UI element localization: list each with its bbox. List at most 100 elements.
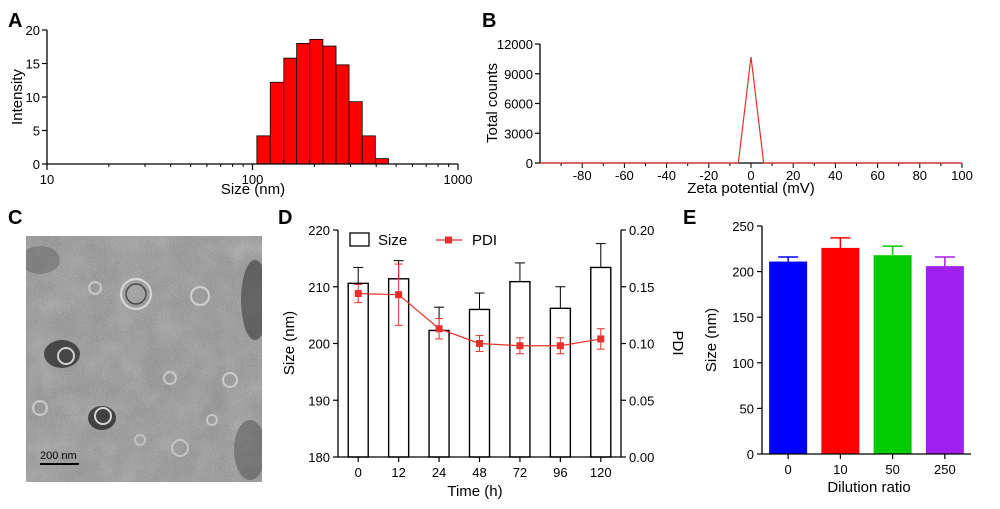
d-size-bar [347,282,369,458]
a-bar [374,158,389,165]
panel-label-d: D [278,207,292,229]
b-y-tick-label: 6000 [504,97,533,112]
b-y-axis-label: Total counts [484,63,501,143]
panel-label-a: A [8,10,22,32]
d-pdi-point [395,291,403,299]
b-y-tick-label: 0 [526,156,533,171]
panel-c-tem-micrograph: 200 nm [26,236,262,482]
b-x-tick-label: 80 [913,168,927,183]
d-pdi-point [556,342,564,350]
a-bar [348,101,363,165]
d-size-bar [590,266,612,458]
panel-label-b: B [482,10,496,32]
b-series-line [540,56,962,164]
panel-label-c: C [8,207,22,229]
scale-bar-label: 200 nm [40,450,77,462]
b-x-tick-label: 20 [786,168,800,183]
d-legend-size-swatch [349,232,370,247]
d-x-tick-label: 96 [553,465,567,480]
d-y2-tick-label: 0.15 [629,280,654,295]
d-size-bar [428,329,450,458]
a-x-tick-label: 100 [242,172,264,187]
d-x-tick-label: 0 [355,465,362,480]
e-y-tick-label: 50 [740,401,754,416]
d-size-bar [549,307,572,458]
d-y-tick-label: 190 [308,393,330,408]
d-y2-tick-label: 0.20 [629,223,654,238]
a-y-tick-label: 20 [26,23,40,38]
a-bar [283,57,298,165]
e-bar [873,255,912,454]
d-y-tick-label: 220 [308,223,330,238]
e-x-tick-label: 250 [934,462,956,477]
d-x-tick-label: 24 [432,465,446,480]
a-bar [335,64,350,165]
panel-b-zeta-chart: 0 3000 6000 9000 12000 -80 -60 -40 -20 0 20 40 60 80… [484,37,973,197]
d-x-tick-label: 72 [513,465,527,480]
e-x-tick-label: 10 [833,462,847,477]
e-y-tick-label: 150 [732,310,754,325]
d-y2-tick-label: 0.05 [629,393,654,408]
panel-d-stability-chart: 180 190 200 210 220 0.00 0.05 0.10 0.15 0.20 0 12… [281,223,686,500]
b-y-tick-label: 9000 [504,67,533,82]
d-pdi-point [597,335,605,343]
a-y-tick-label: 0 [33,157,40,172]
b-x-tick-label: -80 [573,168,592,183]
a-x-tick-label: 10 [40,172,54,187]
e-y-tick-label: 100 [732,356,754,371]
d-y2-tick-label: 0.00 [629,450,654,465]
b-x-tick-label: 0 [747,168,754,183]
d-size-bar [509,280,531,458]
e-bar [769,261,808,454]
d-y-tick-label: 200 [308,337,330,352]
a-bar [309,38,324,165]
a-bar [322,45,337,165]
b-x-tick-label: 60 [870,168,884,183]
a-x-axis-label: Size (nm) [221,181,285,198]
a-bar [256,135,271,165]
e-y-tick-label: 200 [732,265,754,280]
panel-a-histogram: 0 5 10 15 20 10 100 1000 Size (nm) Intensity [9,23,472,198]
d-pdi-point [354,290,362,298]
d-pdi-point [435,325,443,333]
b-x-tick-label: -60 [615,168,634,183]
e-y-tick-label: 0 [747,447,754,462]
b-x-tick-label: 100 [951,168,973,183]
d-size-bar [468,308,491,458]
b-x-tick-label: -40 [657,168,676,183]
panel-label-e: E [683,207,696,229]
e-x-tick-label: 0 [785,462,792,477]
d-y-tick-label: 210 [308,280,330,295]
e-y-axis-label: Size (nm) [703,308,720,372]
e-x-axis-label: Dilution ratio [827,479,910,496]
d-y-axis-label: Size (nm) [281,311,298,375]
e-bar [925,266,964,454]
a-y-tick-label: 5 [33,124,40,139]
a-y-tick-label: 15 [26,57,40,72]
d-pdi-point [476,340,483,347]
d-legend-size-label: Size [378,232,407,249]
e-y-tick-label: 250 [732,219,754,234]
d-x-tick-label: 120 [590,465,612,480]
a-bar [269,81,285,165]
d-x-tick-label: 48 [472,465,486,480]
b-x-axis-label: Zeta potential (mV) [687,180,815,197]
b-y-tick-label: 3000 [504,126,533,141]
d-x-tick-label: 12 [391,465,405,480]
d-legend-pdi-label: PDI [472,232,497,249]
e-bar [821,247,860,454]
d-y2-tick-label: 0.10 [629,337,654,352]
a-bar [296,43,311,165]
d-x-axis-label: Time (h) [447,483,502,500]
e-x-tick-label: 50 [885,462,899,477]
a-bar [361,135,376,165]
d-y2-axis-label: PDI [669,330,686,355]
d-pdi-point [516,342,524,350]
b-x-tick-label: -20 [699,168,718,183]
b-y-tick-label: 12000 [497,37,533,52]
a-y-tick-label: 10 [26,90,40,105]
b-x-tick-label: 40 [828,168,842,183]
d-y-tick-label: 180 [308,450,330,465]
